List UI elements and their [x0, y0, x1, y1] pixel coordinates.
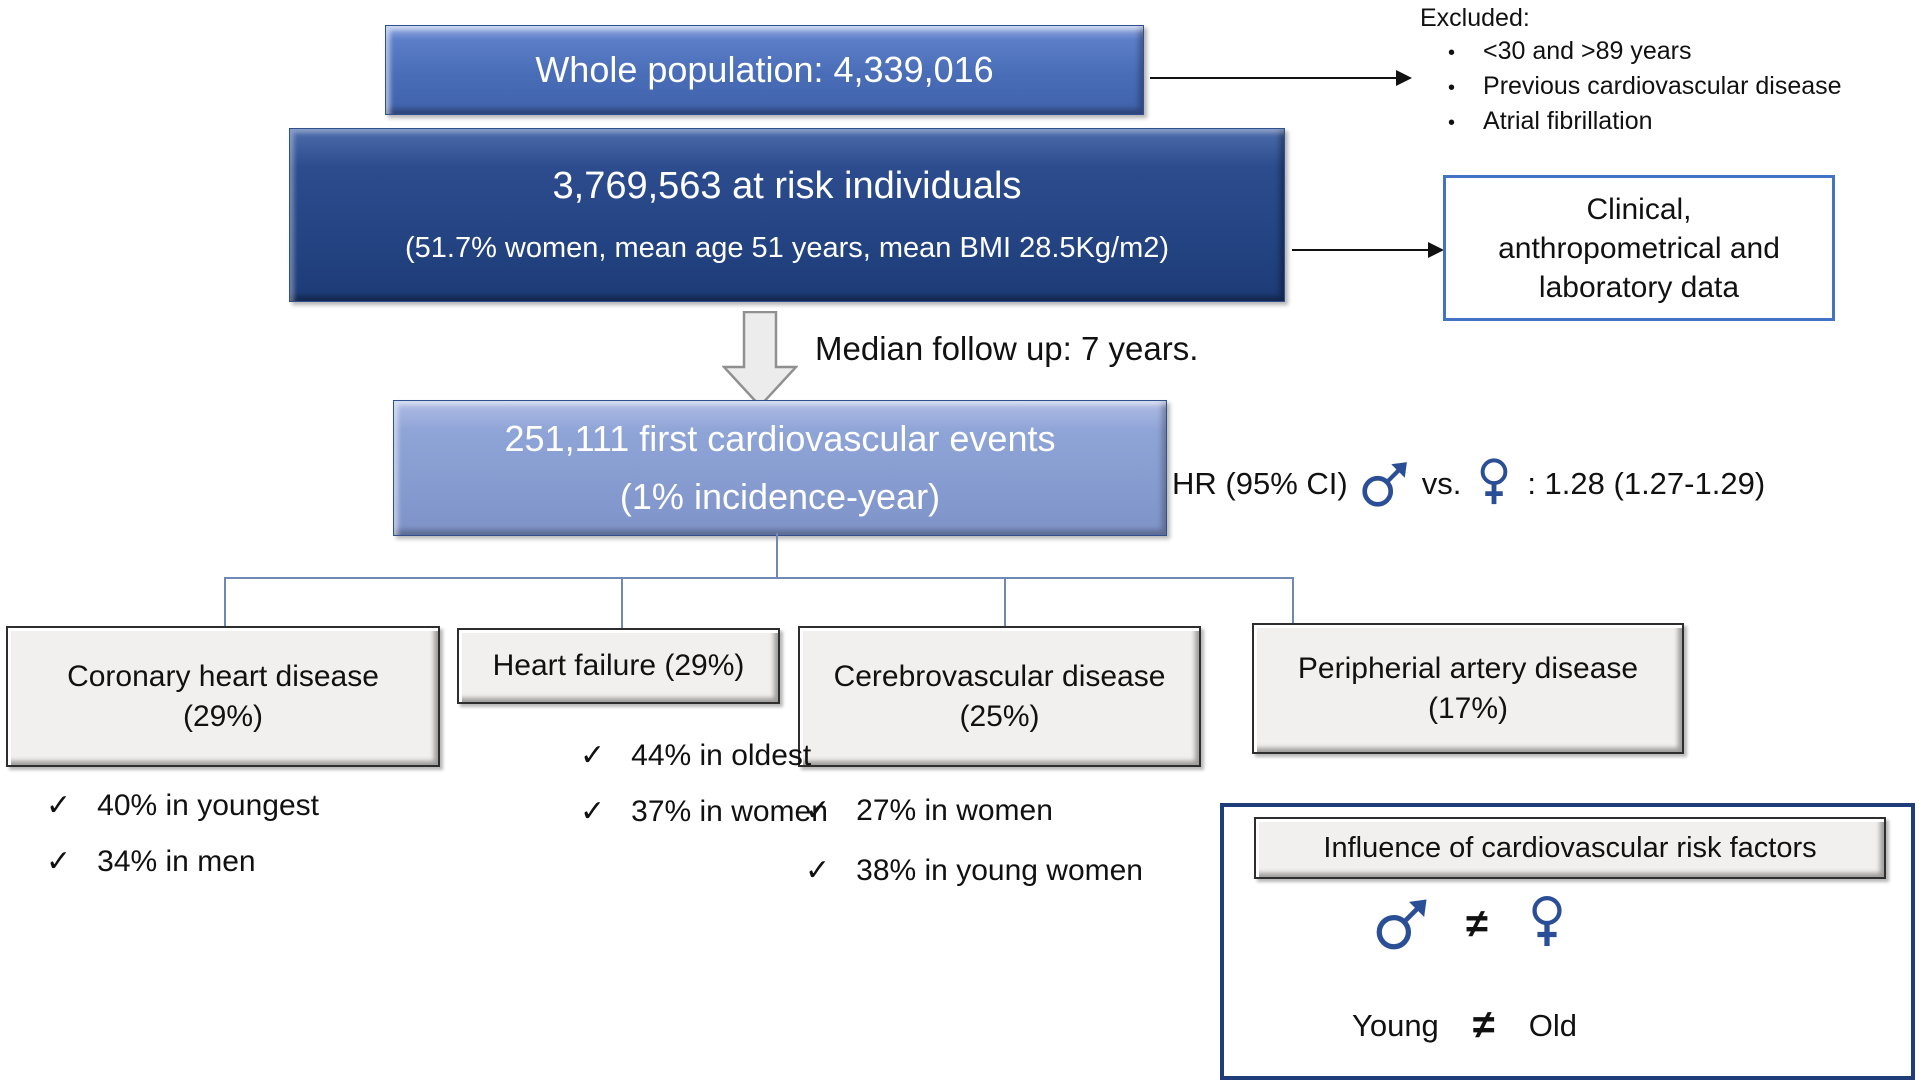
excluded-item-label: <30 and >89 years	[1483, 37, 1692, 65]
list-item: ✓ 37% in women	[580, 794, 828, 830]
check-icon: ✓	[580, 795, 606, 828]
female-icon	[1532, 895, 1562, 947]
arrow-to-clinical-line	[1292, 249, 1428, 251]
outcome-box-cerebrovascular: Cerebrovascular disease (25%)	[798, 626, 1201, 767]
check-label: 27% in women	[856, 794, 1053, 827]
bullet-icon: •	[1448, 77, 1456, 99]
outcome-title: Cerebrovascular disease	[833, 659, 1166, 693]
outcome-title: Heart failure (29%)	[492, 649, 745, 682]
list-item: ✓ 38% in young women	[805, 853, 1143, 889]
cerebrovascular-check-list: ✓ 27% in women ✓ 38% in young women	[805, 793, 1143, 889]
down-block-arrow-icon	[722, 311, 798, 408]
female-icon	[1480, 458, 1508, 505]
list-item: ✓ 34% in men	[46, 844, 319, 880]
influence-header: Influence of cardiovascular risk factors	[1254, 817, 1886, 879]
at-risk-box: 3,769,563 at risk individuals (51.7% wom…	[289, 128, 1285, 302]
outcome-percent: (17%)	[1427, 691, 1509, 725]
outcome-title: Peripherial artery disease	[1297, 651, 1639, 685]
clinical-line: anthropometrical and	[1498, 231, 1780, 265]
young-label: Young	[1352, 1007, 1439, 1043]
list-item: ✓ 40% in youngest	[46, 788, 319, 824]
excluded-title: Excluded:	[1420, 4, 1530, 32]
check-icon: ✓	[46, 845, 72, 878]
heart-failure-check-list: ✓ 44% in oldest ✓ 37% in women	[580, 738, 828, 830]
connector-line	[1004, 578, 1006, 626]
list-item: • Previous cardiovascular disease	[1420, 70, 1842, 105]
outcome-title: Coronary heart disease	[67, 659, 379, 693]
excluded-item-label: Previous cardiovascular disease	[1483, 72, 1842, 100]
check-icon: ✓	[805, 794, 831, 827]
hr-value-label: : 1.28 (1.27-1.29)	[1527, 466, 1766, 501]
list-item: • Atrial fibrillation	[1420, 105, 1842, 140]
check-label: 44% in oldest	[631, 739, 812, 772]
list-item: ✓ 27% in women	[805, 793, 1143, 829]
arrow-to-excluded-line	[1150, 77, 1396, 79]
clinical-data-box: Clinical, anthropometrical and laborator…	[1443, 175, 1835, 321]
list-item: ✓ 44% in oldest	[580, 738, 828, 774]
whole-population-box: Whole population: 4,339,016	[385, 25, 1144, 115]
cv-events-line1: 251,111 first cardiovascular events	[504, 418, 1056, 459]
check-icon: ✓	[805, 854, 831, 887]
check-label: 38% in young women	[856, 854, 1143, 887]
bullet-icon: •	[1448, 112, 1456, 134]
hr-prefix-label: HR (95% CI)	[1172, 466, 1348, 501]
outcome-box-coronary: Coronary heart disease (29%)	[6, 626, 440, 767]
male-icon	[1362, 462, 1407, 507]
check-label: 37% in women	[631, 795, 828, 828]
male-icon	[1376, 899, 1427, 950]
check-icon: ✓	[46, 789, 72, 822]
influence-gender-row: ≠	[1374, 893, 1570, 955]
excluded-item-label: Atrial fibrillation	[1483, 107, 1653, 135]
influence-box: Influence of cardiovascular risk factors…	[1220, 803, 1915, 1080]
check-label: 34% in men	[97, 845, 256, 878]
whole-population-label: Whole population: 4,339,016	[535, 49, 994, 90]
outcome-percent: (25%)	[959, 699, 1040, 733]
excluded-list: Excluded: • <30 and >89 years • Previous…	[1420, 2, 1842, 140]
connector-line	[776, 533, 778, 578]
outcome-box-peripheral-artery: Peripherial artery disease (17%)	[1252, 623, 1684, 754]
at-risk-line2: (51.7% women, mean age 51 years, mean BM…	[404, 232, 1170, 264]
old-label: Old	[1528, 1007, 1577, 1043]
cv-events-line2: (1% incidence-year)	[619, 476, 941, 517]
clinical-line: Clinical,	[1586, 192, 1692, 226]
connector-line	[621, 578, 623, 628]
at-risk-line1: 3,769,563 at risk individuals	[552, 165, 1022, 207]
connector-line	[224, 578, 226, 626]
hr-annotation: HR (95% CI) vs. : 1.28 (1.27-1.29)	[1172, 452, 1765, 516]
arrow-to-excluded-head	[1396, 70, 1412, 86]
outcome-percent: (29%)	[182, 699, 264, 733]
outcome-box-heart-failure: Heart failure (29%)	[457, 628, 780, 704]
connector-line	[224, 577, 1294, 579]
influence-age-row: Young ≠ Old	[1352, 1003, 1577, 1048]
clinical-line: laboratory data	[1538, 270, 1740, 304]
check-label: 40% in youngest	[97, 789, 319, 822]
not-equal-icon: ≠	[1472, 1003, 1495, 1047]
list-item: • <30 and >89 years	[1420, 35, 1842, 70]
coronary-check-list: ✓ 40% in youngest ✓ 34% in men	[46, 788, 319, 880]
cv-events-box: 251,111 first cardiovascular events (1% …	[393, 400, 1167, 536]
not-equal-icon: ≠	[1466, 901, 1488, 946]
connector-line	[1292, 578, 1294, 623]
arrow-to-clinical-head	[1428, 242, 1444, 258]
median-follow-up-label: Median follow up: 7 years.	[815, 330, 1199, 367]
bullet-icon: •	[1448, 42, 1456, 64]
check-icon: ✓	[580, 739, 606, 772]
hr-vs-label: vs.	[1421, 466, 1462, 501]
